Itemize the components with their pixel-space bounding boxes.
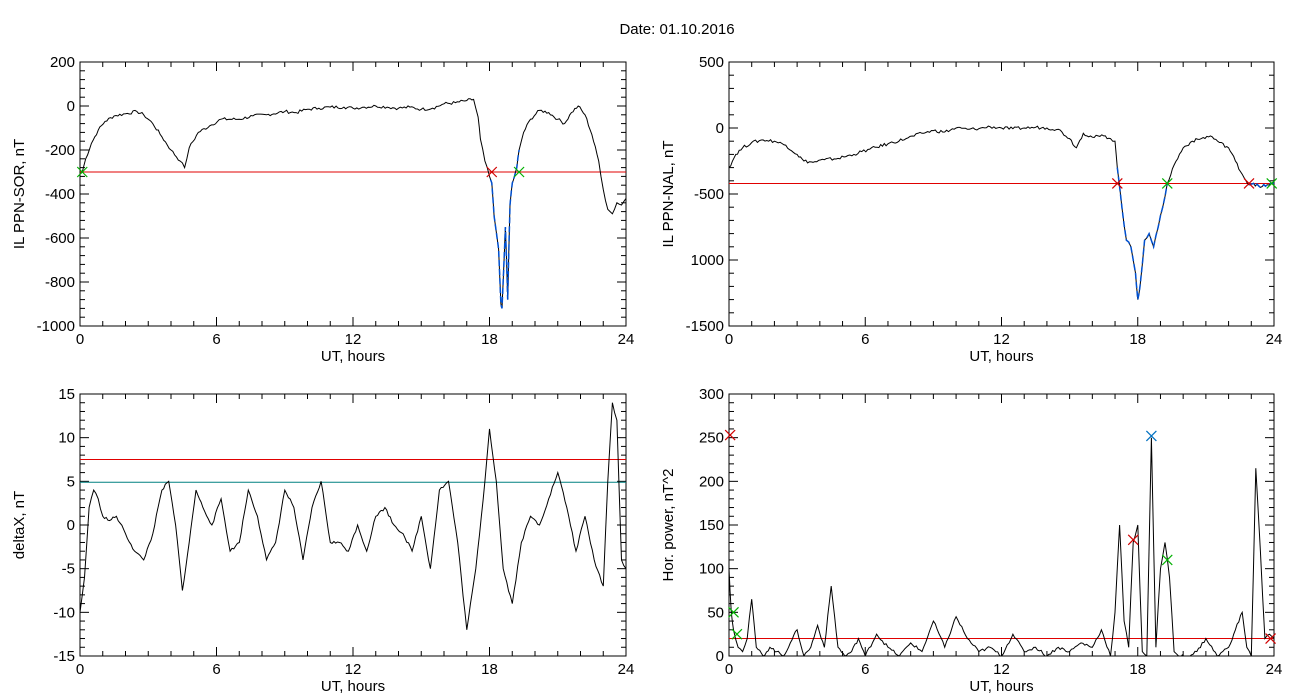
x-tick-label: 18 [1129, 661, 1146, 678]
y-tick-label: 10 [58, 430, 75, 447]
y-tick-label: 150 [699, 517, 724, 534]
plot-frame [728, 393, 1275, 657]
y-tick-label: 100 [699, 561, 724, 578]
y-tick-label: -200 [45, 142, 75, 159]
y-tick-label: -10 [53, 604, 75, 621]
plot-area [80, 402, 626, 630]
x-tick-label: 18 [481, 331, 498, 348]
chart-deltax: 0 6 12 18 24 -15 -10 -5 0 5 10 15 UT, hours deltaX, n… [11, 386, 634, 695]
y-axis-label: Hor. power, nT^2 [660, 469, 677, 582]
y-tick-label: -15 [53, 648, 75, 665]
x-tick-label: 18 [481, 661, 498, 678]
y-tick-label: -1000 [37, 318, 75, 335]
plot-frame [728, 61, 1275, 327]
marker-green [1266, 178, 1278, 189]
marker-green [1161, 554, 1173, 566]
y-tick-label: -5 [62, 561, 75, 578]
y-axis-label: IL PPN-SOR, nT [11, 139, 28, 249]
marker-red [724, 429, 736, 441]
y-axis-label: deltaX, nT [11, 491, 28, 559]
x-axis-label: UT, hours [969, 348, 1033, 365]
chart-hor-power: 0 6 12 18 24 0 50 100 150 200 250 300 UT, hours Hor. … [660, 386, 1282, 695]
x-tick-label: 0 [76, 661, 84, 678]
chart-ppn-nal: 0 6 12 18 24 -1500 1000 -500 0 500 UT, hours IL PPN… [660, 54, 1282, 365]
x-tick-label: 0 [76, 331, 84, 348]
y-tick-label: -800 [45, 274, 75, 291]
y-tick-label: 200 [699, 473, 724, 490]
y-tick-label: 50 [707, 604, 724, 621]
x-tick-label: 6 [212, 331, 220, 348]
series-line [80, 98, 626, 309]
x-tick-label: 12 [345, 661, 362, 678]
event-segment [489, 149, 520, 309]
y-axis-label: IL PPN-NAL, nT [660, 141, 677, 248]
y-tick-label: -400 [45, 186, 75, 203]
x-tick-label: 24 [1266, 661, 1283, 678]
x-tick-label: 12 [345, 331, 362, 348]
x-tick-label: 18 [1129, 331, 1146, 348]
x-tick-label: 24 [1266, 331, 1283, 348]
y-tick-label: 15 [58, 386, 75, 403]
series-line [80, 402, 626, 630]
series-line [729, 125, 1274, 300]
x-axis-label: UT, hours [321, 678, 385, 695]
plot-frame [79, 393, 627, 657]
y-tick-label: -600 [45, 230, 75, 247]
event-segment [1248, 182, 1274, 189]
y-tick-label: 5 [67, 473, 75, 490]
y-tick-label: 500 [699, 54, 724, 71]
x-tick-label: 0 [725, 661, 733, 678]
event-segment [1116, 167, 1169, 300]
marker-red [1111, 178, 1123, 189]
y-tick-label: 250 [699, 430, 724, 447]
marker-red [1243, 178, 1255, 189]
y-tick-label: 1000 [691, 252, 724, 269]
y-tick-label: 0 [67, 98, 75, 115]
y-tick-label: 300 [699, 386, 724, 403]
x-tick-label: 12 [993, 661, 1010, 678]
y-tick-label: -500 [694, 186, 724, 203]
y-tick-label: -1500 [686, 318, 724, 335]
marker-green [1161, 178, 1173, 189]
x-tick-label: 6 [861, 661, 869, 678]
y-tick-label: 0 [716, 120, 724, 137]
plot-area [729, 437, 1274, 656]
plot-area [729, 125, 1274, 300]
plot-frame [79, 61, 627, 327]
x-tick-label: 12 [993, 331, 1010, 348]
x-axis-label: UT, hours [321, 348, 385, 365]
y-tick-label: 0 [67, 517, 75, 534]
marker-green [731, 628, 743, 640]
x-tick-label: 0 [725, 331, 733, 348]
marker-green [76, 166, 88, 178]
marker-blue [1145, 430, 1157, 442]
chart-ppn-sor: 0 6 12 18 24 -1000 -800 -600 -400 -200 0 200 UT, hou… [11, 54, 634, 365]
marker-red [1127, 534, 1139, 546]
marker-green [728, 606, 739, 618]
plot-area [80, 98, 626, 309]
series-line [729, 437, 1274, 656]
x-tick-label: 6 [212, 661, 220, 678]
x-tick-label: 24 [618, 661, 635, 678]
marker-red [1265, 633, 1277, 644]
marker-green [513, 166, 525, 178]
y-tick-label: 0 [716, 648, 724, 665]
y-tick-label: 200 [50, 54, 75, 71]
x-tick-label: 24 [618, 331, 635, 348]
x-axis-label: UT, hours [969, 678, 1033, 695]
x-tick-label: 6 [861, 331, 869, 348]
page-title: Date: 01.10.2016 [619, 21, 734, 38]
marker-red [486, 166, 498, 178]
